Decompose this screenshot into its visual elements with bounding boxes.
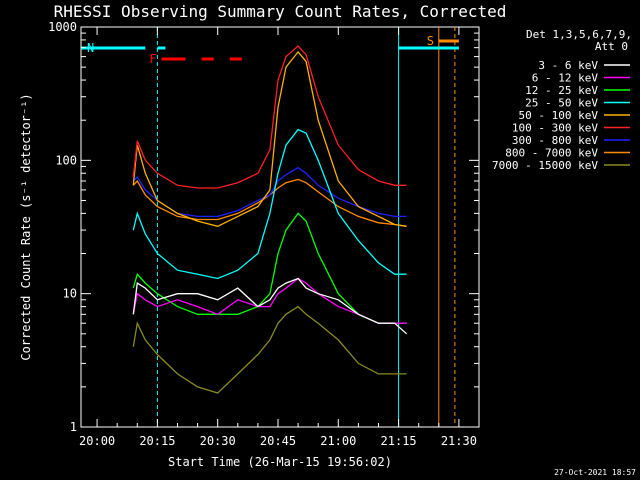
legend-entry-label: 25 - 50 keV — [525, 97, 598, 110]
legend-entry-label: 3 - 6 keV — [538, 59, 598, 72]
legend-entry-label: 7000 - 15000 keV — [492, 159, 598, 172]
series-line — [132, 45, 407, 189]
y-tick-label: 1000 — [48, 20, 77, 34]
flag-bars: N F S — [81, 34, 459, 66]
legend-entry-label: 12 - 25 keV — [525, 84, 598, 97]
footer-date: 27-Oct-2021 18:57 — [554, 468, 636, 477]
series-line — [132, 277, 407, 324]
x-tick-label: 20:15 — [139, 434, 175, 448]
legend-entry-label: 100 - 300 keV — [512, 122, 598, 135]
x-tick-label: 20:30 — [200, 434, 236, 448]
chart-title: RHESSI Observing Summary Count Rates, Co… — [54, 2, 507, 21]
flag-label: N — [87, 41, 94, 55]
legend-entry-label: 800 - 7000 keV — [505, 147, 598, 160]
x-tick-label: 20:00 — [79, 434, 115, 448]
plot-frame — [80, 26, 480, 428]
flag-label: F — [149, 52, 156, 66]
legend-entry-label: 6 - 12 keV — [532, 72, 599, 85]
series-line — [132, 277, 408, 335]
x-tick-label: 21:00 — [320, 434, 356, 448]
x-tick-label: 20:45 — [260, 434, 296, 448]
legend-header-line-1: Det 1,3,5,6,7,9, — [526, 28, 632, 41]
series-line — [132, 212, 407, 324]
data-series — [132, 45, 408, 394]
x-tick-label: 21:15 — [381, 434, 417, 448]
plot-area: N F S — [80, 26, 480, 428]
flag-label: S — [427, 34, 434, 48]
legend-entry-label: 50 - 100 keV — [519, 109, 599, 122]
series-line — [132, 128, 407, 280]
x-axis-label: Start Time (26-Mar-15 19:56:02) — [168, 455, 392, 469]
x-axis-ticks: 20:00 20:15 20:30 20:45 21:00 21:15 21:30 — [79, 27, 477, 448]
y-axis-ticks: 1 10 100 1000 — [48, 20, 479, 434]
y-tick-label: 10 — [63, 287, 77, 301]
x-tick-label: 21:30 — [441, 434, 477, 448]
legend-header-line-2: Att 0 — [595, 40, 628, 53]
series-line — [132, 305, 407, 394]
legend-entry-label: 300 - 800 keV — [512, 134, 598, 147]
y-tick-label: 100 — [55, 153, 77, 167]
series-line — [132, 50, 407, 227]
y-tick-label: 1 — [70, 420, 77, 434]
y-axis-label: Corrected Count Rate (s⁻¹ detector⁻¹) — [19, 93, 33, 360]
vertical-markers — [156, 27, 456, 427]
